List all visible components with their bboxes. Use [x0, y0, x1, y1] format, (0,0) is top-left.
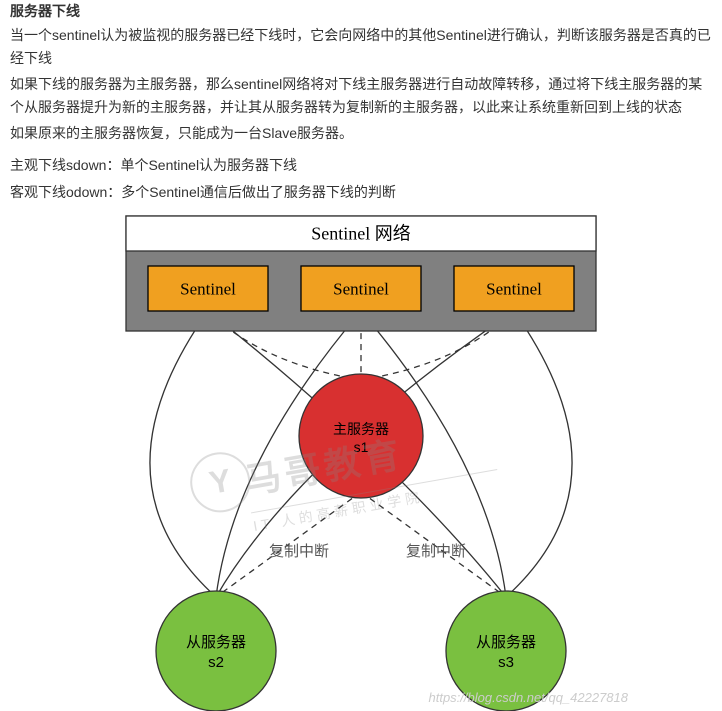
definition-0: 主观下线sdown：单个Sentinel认为服务器下线: [10, 154, 712, 176]
definition-1: 客观下线odown：多个Sentinel通信后做出了服务器下线的判断: [10, 181, 712, 203]
paragraph-2: 如果原来的主服务器恢复，只能成为一台Slave服务器。: [10, 122, 712, 144]
paragraph-0: 当一个sentinel认为被监视的服务器已经下线时，它会向网络中的其他Senti…: [10, 24, 712, 69]
svg-text:从服务器: 从服务器: [186, 634, 246, 651]
svg-text:s3: s3: [498, 654, 514, 671]
svg-text:Sentinel 网络: Sentinel 网络: [311, 224, 411, 244]
paragraph-1: 如果下线的服务器为主服务器，那么sentinel网络将对下线主服务器进行自动故障…: [10, 73, 712, 118]
section-title: 服务器下线: [10, 0, 712, 22]
svg-text:主服务器: 主服务器: [333, 421, 389, 437]
break-label-1: 复制中断: [406, 542, 466, 560]
svg-text:Sentinel: Sentinel: [180, 280, 236, 299]
svg-text:s1: s1: [354, 439, 369, 455]
svg-text:Sentinel: Sentinel: [333, 280, 389, 299]
svg-text:从服务器: 从服务器: [476, 634, 536, 651]
sentinel-diagram: Sentinel 网络 Sentinel Sentinel Sentinel 主服务器 s…: [86, 211, 636, 711]
svg-text:s2: s2: [208, 654, 224, 671]
svg-text:Sentinel: Sentinel: [486, 280, 542, 299]
diagram-svg: Sentinel 网络 Sentinel Sentinel Sentinel 主服务器 s…: [86, 211, 636, 711]
break-label-0: 复制中断: [269, 542, 329, 560]
